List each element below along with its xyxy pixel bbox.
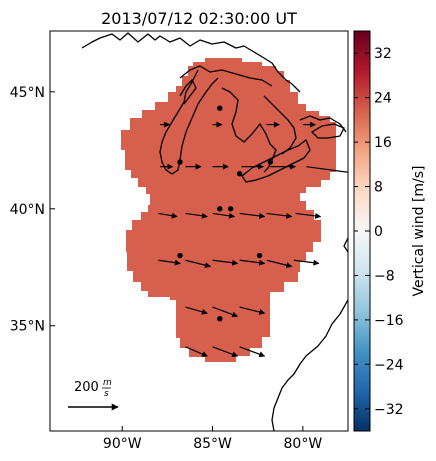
wind-vector-arrow bbox=[185, 212, 208, 219]
longitude-tick-label: 85°W bbox=[193, 436, 232, 452]
longitude-tick-label: 80°W bbox=[284, 436, 323, 452]
wind-vector-arrow bbox=[158, 259, 181, 266]
wind-vector-arrow bbox=[266, 212, 293, 219]
wind-vector-arrow bbox=[293, 259, 320, 266]
radar-station-marker bbox=[227, 206, 234, 212]
wind-vector-arrow bbox=[266, 259, 293, 269]
radar-station-marker bbox=[217, 316, 223, 322]
wind-vector-arrow bbox=[239, 346, 266, 358]
colorbar-tick-label: −24 bbox=[374, 357, 404, 373]
wind-vector-arrow bbox=[239, 212, 266, 219]
latitude-tick-label: 45°N bbox=[10, 85, 45, 101]
radar-station-marker bbox=[177, 159, 183, 165]
longitude-axis: 90°W 85°W 80°W bbox=[103, 426, 322, 452]
colorbar-tick-label: 0 bbox=[374, 224, 383, 240]
chesapeake-coast bbox=[343, 237, 348, 253]
colorbar-tick-label: 8 bbox=[374, 180, 383, 196]
colorbar-tick-label: 24 bbox=[374, 91, 392, 107]
lake-erie-shore bbox=[241, 139, 311, 183]
wind-vector-arrow bbox=[212, 259, 239, 266]
lake-ontario-shore bbox=[311, 123, 345, 139]
colorbar: 32 24 16 8 0 −8 −16 −24 −32 Vertical wind [m/s] bbox=[353, 30, 427, 432]
latitude-tick-label: 35°N bbox=[10, 319, 45, 335]
colorbar-tick-label: 32 bbox=[374, 46, 392, 62]
wind-vector-arrow bbox=[212, 346, 239, 358]
wind-vectors bbox=[158, 121, 348, 358]
lake-superior-shore bbox=[81, 32, 301, 93]
radar-station-marker bbox=[267, 159, 274, 165]
colorbar-tick-label: −32 bbox=[374, 402, 404, 418]
colorbar-tick-label: −16 bbox=[374, 313, 404, 329]
wind-vector-arrow bbox=[185, 346, 208, 357]
lake-michigan-shore bbox=[159, 69, 219, 175]
radar-station-marker bbox=[217, 105, 223, 111]
wind-vector-arrow bbox=[212, 212, 236, 219]
colorbar-tick-label: −8 bbox=[374, 268, 395, 284]
longitude-tick-label: 90°W bbox=[103, 436, 142, 452]
reference-vector-unit-denominator: s bbox=[104, 389, 109, 399]
green-bay-shore bbox=[179, 79, 197, 105]
reference-vector-value: 200 bbox=[74, 380, 99, 395]
latitude-axis: 45°N 40°N 35°N bbox=[10, 85, 55, 335]
colorbar-tick-label: 16 bbox=[374, 135, 392, 151]
wind-vector-arrow bbox=[212, 306, 239, 318]
map-frame bbox=[49, 30, 349, 432]
wind-vector-arrow bbox=[306, 166, 348, 176]
colorbar-ticks: 32 24 16 8 0 −8 −16 −24 −32 bbox=[354, 46, 404, 418]
wind-vector-arrow bbox=[185, 306, 208, 315]
reference-vector-unit-numerator: m bbox=[103, 378, 112, 388]
lake-huron-shore bbox=[263, 95, 297, 155]
reference-vector: 200 m s bbox=[68, 378, 119, 411]
radar-station-marker bbox=[177, 252, 183, 259]
wind-vector-arrow bbox=[158, 212, 178, 219]
latitude-tick-label: 40°N bbox=[10, 202, 45, 218]
georgian-bay-shore bbox=[299, 115, 347, 133]
colorbar-label: Vertical wind [m/s] bbox=[411, 166, 427, 297]
upper-peninsula-shore bbox=[179, 65, 273, 87]
wind-vector-arrow bbox=[239, 306, 266, 315]
map-panel: 200 m s bbox=[50, 31, 348, 431]
coastlines bbox=[81, 32, 348, 431]
atlantic-coast bbox=[271, 299, 348, 431]
radar-station-marker bbox=[236, 170, 243, 177]
radar-station-marker bbox=[217, 206, 223, 212]
radar-stations bbox=[177, 105, 274, 322]
wind-vector-arrow bbox=[295, 212, 322, 219]
wind-vector-arrow bbox=[185, 259, 212, 269]
map-title: 2013/07/12 02:30:00 UT bbox=[101, 9, 297, 28]
radar-station-marker bbox=[256, 252, 263, 259]
wind-vector-arrow bbox=[239, 259, 266, 266]
